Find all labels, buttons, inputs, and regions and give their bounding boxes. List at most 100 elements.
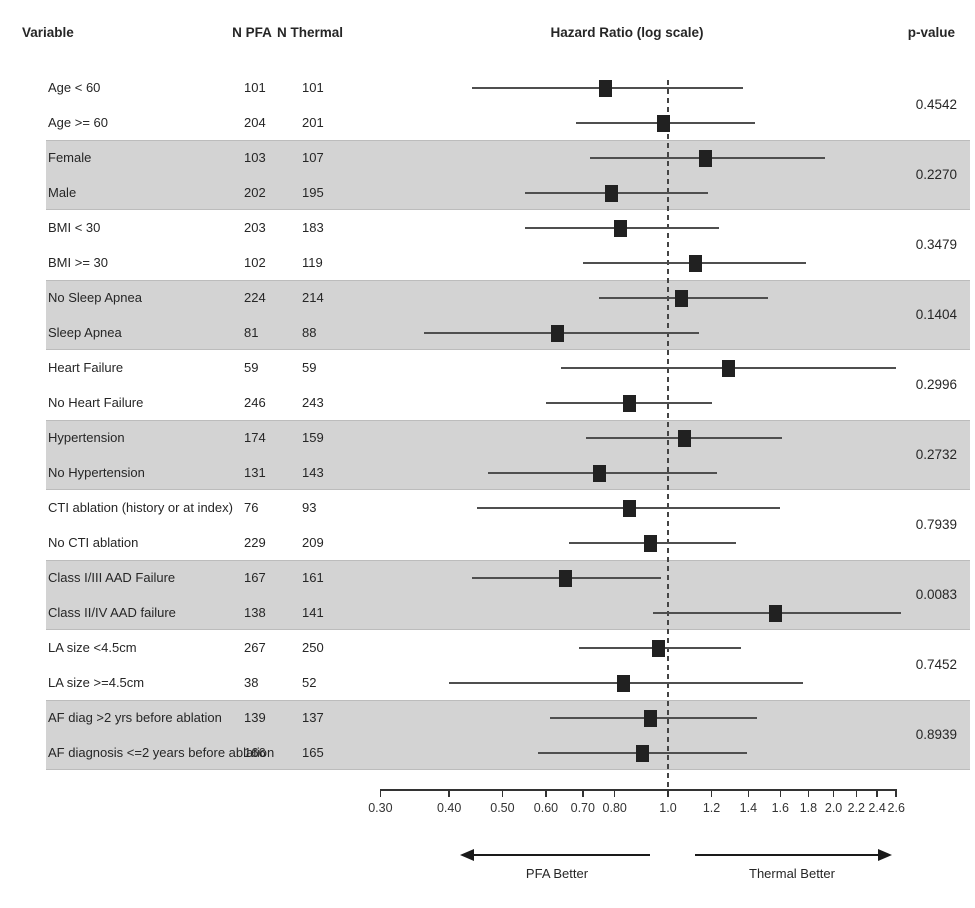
p-value: 0.2996: [915, 377, 957, 392]
n-thermal-value: 161: [302, 570, 324, 585]
n-thermal-value: 52: [302, 675, 317, 690]
variable-label: Age >= 60: [48, 115, 108, 130]
x-axis-tick: [710, 789, 713, 797]
n-thermal-value: 59: [302, 360, 317, 375]
x-axis-tick-label: 1.6: [771, 801, 789, 815]
x-axis-tick: [832, 789, 835, 797]
n-thermal-value: 250: [302, 640, 324, 655]
p-value: 0.0083: [915, 587, 957, 602]
n-thermal-value: 214: [302, 290, 324, 305]
hazard-ratio-marker: [622, 499, 636, 517]
variable-label: Sleep Apnea: [48, 325, 122, 340]
variable-label: BMI < 30: [48, 220, 101, 235]
n-thermal-value: 183: [302, 220, 324, 235]
variable-label: LA size <4.5cm: [48, 640, 137, 655]
x-axis-tick: [855, 789, 858, 797]
hazard-ratio-marker: [605, 184, 619, 202]
p-value: 0.8939: [915, 727, 957, 742]
x-axis-tick-label: 2.4: [868, 801, 886, 815]
n-thermal-value: 209: [302, 535, 324, 550]
column-header-n-pfa: N PFA: [232, 25, 272, 40]
n-thermal-value: 201: [302, 115, 324, 130]
variable-label: Heart Failure: [48, 360, 124, 375]
x-axis-tick-label: 1.0: [659, 801, 677, 815]
thermal-better-arrow-line: [695, 854, 878, 856]
x-axis-line: [380, 789, 897, 791]
variable-label: AF diag >2 yrs before ablation: [48, 710, 222, 725]
group-band: [46, 140, 970, 210]
group-band: [46, 280, 970, 350]
p-value: 0.7939: [915, 517, 957, 532]
group-band: [46, 420, 970, 490]
variable-label: No Sleep Apnea: [48, 290, 142, 305]
x-axis-tick-label: 0.30: [368, 801, 393, 815]
x-axis-tick-label: 2.2: [847, 801, 866, 815]
n-pfa-value: 38: [244, 675, 259, 690]
hazard-ratio-marker: [644, 534, 658, 552]
variable-label: No Hypertension: [48, 465, 145, 480]
n-pfa-value: 101: [244, 80, 266, 95]
p-value: 0.7452: [915, 657, 957, 672]
x-axis-tick-label: 0.70: [570, 801, 595, 815]
thermal-better-label: Thermal Better: [749, 866, 835, 881]
hazard-ratio-marker: [769, 604, 783, 622]
variable-label: LA size >=4.5cm: [48, 675, 145, 690]
p-value: 0.1404: [915, 307, 957, 322]
pfa-better-label: PFA Better: [525, 866, 589, 881]
hazard-ratio-marker: [699, 149, 712, 167]
hazard-ratio-marker: [675, 289, 689, 307]
x-axis-tick-label: 0.50: [490, 801, 515, 815]
variable-label: Hypertension: [48, 430, 125, 445]
variable-label: Male: [48, 185, 77, 200]
x-axis-tick-label: 2.6: [887, 801, 905, 815]
n-thermal-value: 107: [302, 150, 324, 165]
column-header-hazard-ratio: Hazard Ratio (log scale): [550, 25, 704, 40]
hazard-ratio-marker: [644, 709, 658, 727]
x-axis-tick: [545, 789, 547, 797]
x-axis-tick-label: 0.60: [533, 801, 559, 815]
x-axis-tick: [582, 789, 584, 797]
variable-label: No Heart Failure: [48, 395, 144, 410]
n-pfa-value: 138: [244, 605, 266, 620]
hazard-ratio-marker: [722, 359, 736, 377]
variable-label: No CTI ablation: [48, 535, 139, 550]
hazard-ratio-marker: [558, 569, 572, 587]
x-axis-tick: [747, 789, 750, 797]
variable-label: AF diagnosis <=2 years before ablation: [48, 745, 275, 760]
column-header-p-value: p-value: [907, 25, 955, 40]
x-axis-tick-label: 1.4: [739, 801, 758, 815]
p-value: 0.2270: [915, 167, 957, 182]
n-thermal-value: 159: [302, 430, 324, 445]
hazard-ratio-marker: [622, 394, 636, 412]
x-axis-tick: [779, 789, 782, 797]
x-axis-tick: [448, 789, 450, 797]
hazard-ratio-marker: [636, 744, 650, 762]
x-axis-tick: [501, 789, 504, 797]
n-pfa-value: 203: [244, 220, 266, 235]
pfa-better-arrowhead-icon: [460, 849, 474, 861]
reference-line-1.0: [667, 80, 669, 790]
x-axis-tick: [807, 789, 810, 797]
n-pfa-value: 131: [244, 465, 266, 480]
n-thermal-value: 88: [302, 325, 317, 340]
n-pfa-value: 59: [244, 360, 259, 375]
p-value: 0.4542: [915, 97, 957, 112]
n-pfa-value: 167: [244, 570, 266, 585]
n-pfa-value: 224: [244, 290, 266, 305]
x-axis-tick: [667, 789, 669, 797]
p-value: 0.2732: [915, 447, 957, 462]
n-pfa-value: 103: [244, 150, 266, 165]
n-thermal-value: 119: [302, 255, 323, 270]
n-thermal-value: 195: [302, 185, 324, 200]
n-pfa-value: 102: [244, 255, 266, 270]
n-pfa-value: 229: [244, 535, 266, 550]
n-pfa-value: 76: [244, 500, 259, 515]
group-band: [46, 560, 970, 630]
n-thermal-value: 93: [302, 500, 317, 515]
variable-label: Class II/IV AAD failure: [48, 605, 176, 620]
n-thermal-value: 143: [302, 465, 324, 480]
n-pfa-value: 202: [244, 185, 266, 200]
group-band: [46, 700, 970, 770]
n-pfa-value: 204: [244, 115, 266, 130]
